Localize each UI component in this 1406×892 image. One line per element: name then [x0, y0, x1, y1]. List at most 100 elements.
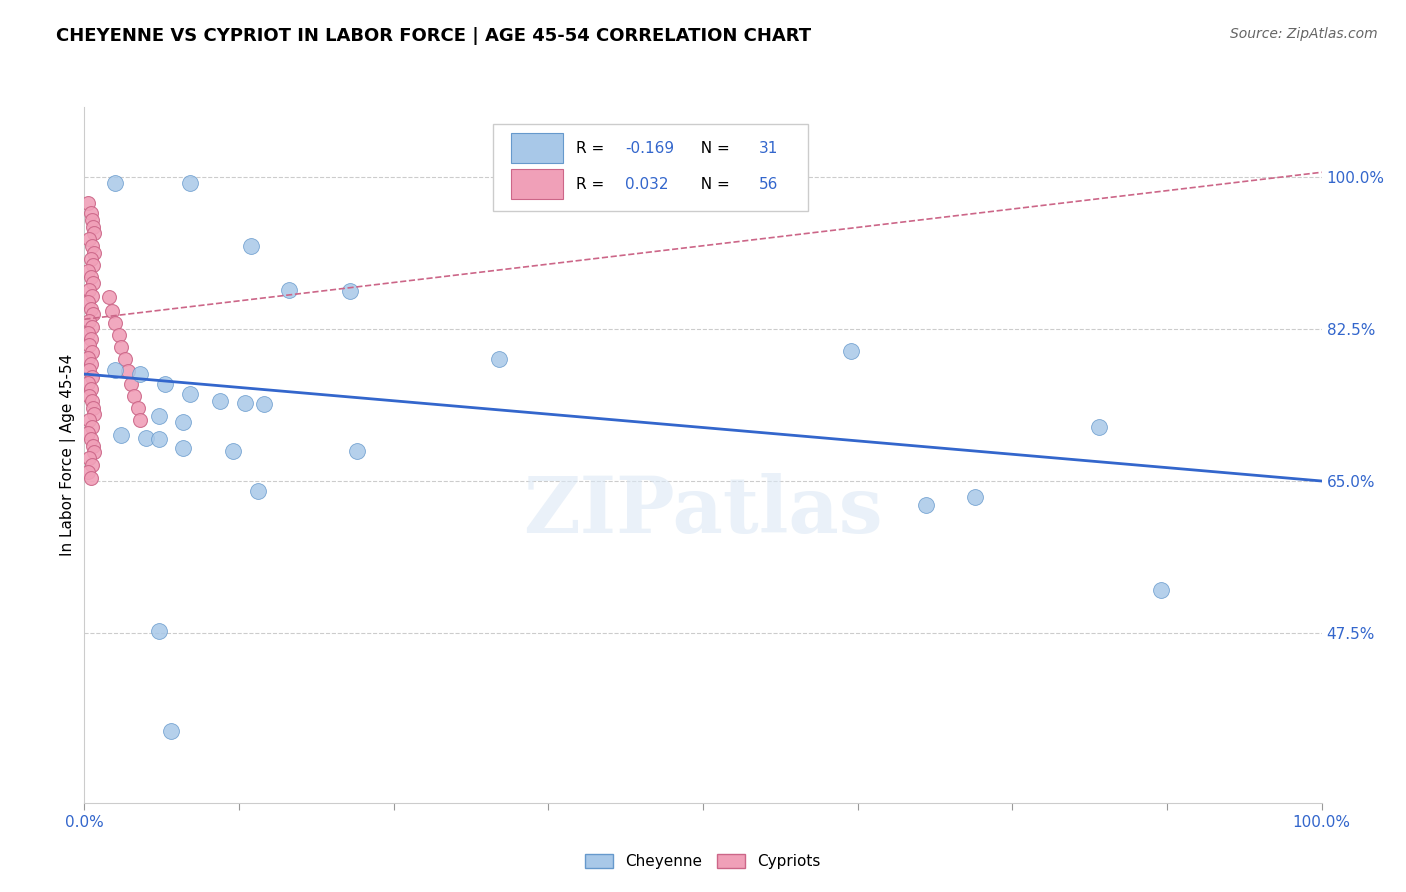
Point: [77, 351, 100, 365]
Point: [79, 432, 101, 446]
Point: [79, 206, 101, 220]
Point: [79, 389, 101, 403]
Point: [79, 301, 101, 316]
Point: [100, 304, 122, 318]
Point: [160, 724, 183, 739]
Point: [80, 345, 103, 359]
Point: [104, 362, 127, 376]
Point: [148, 409, 170, 423]
Text: Source: ZipAtlas.com: Source: ZipAtlas.com: [1230, 27, 1378, 41]
Point: [135, 431, 157, 445]
Point: [222, 443, 245, 458]
Point: [127, 401, 149, 415]
Point: [512, 176, 534, 190]
Point: [77, 376, 100, 390]
Text: 56: 56: [759, 178, 778, 193]
Point: [114, 352, 136, 367]
Point: [79, 362, 101, 376]
Text: R =: R =: [575, 178, 609, 193]
Point: [82, 439, 104, 453]
Point: [80, 320, 103, 334]
Point: [488, 352, 510, 367]
Point: [233, 396, 256, 410]
Text: R =: R =: [575, 141, 609, 156]
FancyBboxPatch shape: [492, 124, 808, 211]
Point: [77, 466, 100, 480]
Point: [117, 364, 139, 378]
Point: [82, 307, 104, 321]
Point: [98, 290, 121, 304]
Point: [79, 314, 101, 328]
Point: [1088, 420, 1111, 434]
Point: [110, 428, 132, 442]
Point: [82, 220, 104, 235]
Point: [841, 343, 863, 358]
Point: [104, 176, 127, 190]
Point: [277, 283, 299, 297]
Point: [153, 376, 176, 391]
Text: ZIPatlas: ZIPatlas: [523, 473, 883, 549]
Text: -0.169: -0.169: [626, 141, 673, 156]
Point: [179, 387, 201, 401]
Text: CHEYENNE VS CYPRIOT IN LABOR FORCE | AGE 45-54 CORRELATION CHART: CHEYENNE VS CYPRIOT IN LABOR FORCE | AGE…: [56, 27, 811, 45]
Point: [246, 484, 269, 499]
Point: [79, 382, 101, 396]
Point: [80, 420, 103, 434]
Text: N =: N =: [690, 178, 734, 193]
Point: [339, 285, 361, 299]
Point: [80, 239, 103, 253]
Point: [179, 176, 201, 190]
Point: [79, 252, 101, 267]
Point: [108, 327, 131, 342]
Point: [148, 624, 170, 638]
Point: [79, 269, 101, 284]
Point: [79, 413, 101, 427]
Point: [77, 263, 100, 277]
Point: [79, 332, 101, 346]
Point: [122, 389, 145, 403]
Point: [346, 443, 368, 458]
Point: [79, 283, 101, 297]
Point: [129, 367, 152, 381]
Point: [79, 358, 101, 372]
Point: [80, 369, 103, 384]
Point: [1150, 582, 1173, 597]
Point: [240, 239, 263, 253]
Text: N =: N =: [690, 141, 734, 156]
Point: [79, 451, 101, 466]
Point: [148, 432, 170, 446]
Legend: Cheyenne, Cypriots: Cheyenne, Cypriots: [579, 847, 827, 875]
Point: [77, 426, 100, 441]
Point: [82, 258, 104, 272]
Point: [172, 415, 194, 429]
Point: [209, 394, 232, 409]
Point: [914, 499, 936, 513]
FancyBboxPatch shape: [512, 169, 564, 199]
Point: [80, 394, 103, 409]
Point: [79, 338, 101, 352]
Point: [129, 413, 152, 427]
Text: 31: 31: [759, 141, 778, 156]
Point: [253, 397, 276, 411]
Point: [80, 458, 103, 473]
Point: [79, 232, 101, 246]
Point: [83, 246, 105, 260]
Point: [80, 289, 103, 303]
Point: [77, 195, 100, 210]
Point: [110, 340, 132, 354]
Point: [120, 376, 142, 391]
Point: [83, 445, 105, 459]
Point: [82, 401, 104, 415]
FancyBboxPatch shape: [512, 134, 564, 162]
Point: [82, 276, 104, 290]
Text: 0.032: 0.032: [626, 178, 668, 193]
Point: [104, 316, 127, 330]
Point: [965, 490, 987, 504]
Point: [83, 407, 105, 421]
Point: [83, 226, 105, 240]
Point: [79, 470, 101, 484]
Point: [172, 441, 194, 455]
Point: [77, 326, 100, 341]
Point: [80, 213, 103, 227]
Point: [77, 294, 100, 309]
